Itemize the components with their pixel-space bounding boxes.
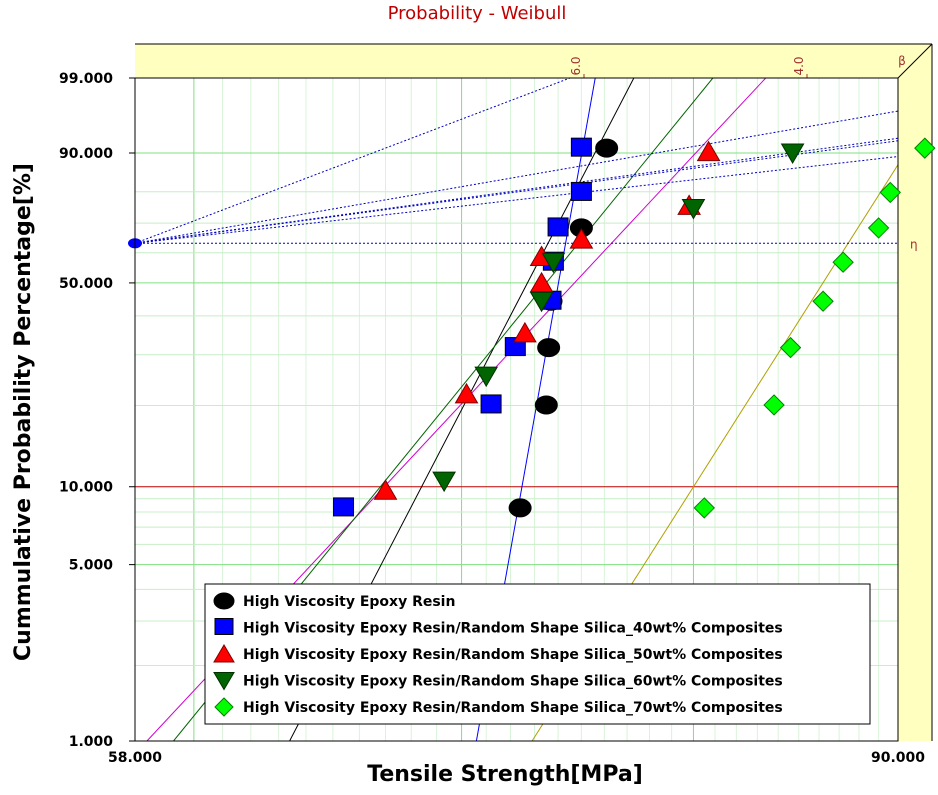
legend-label: High Viscosity Epoxy Resin/Random Shape … — [243, 674, 783, 690]
data-point — [214, 618, 234, 635]
y-tick-label: 90.000 — [59, 146, 113, 162]
data-point — [213, 592, 235, 610]
data-point — [547, 217, 569, 237]
y-tick-label: 5.000 — [69, 558, 114, 574]
data-point — [832, 251, 854, 273]
data-point — [914, 137, 936, 159]
data-point — [513, 321, 537, 343]
data-point — [812, 290, 834, 312]
y-tick-label: 50.000 — [59, 276, 113, 292]
margin-corner — [897, 43, 933, 79]
y-tick-label: 10.000 — [59, 480, 113, 496]
data-point — [213, 644, 235, 663]
data-point — [474, 366, 499, 388]
data-point — [780, 143, 805, 164]
legend-label: High Viscosity Epoxy Resin/Random Shape … — [243, 647, 783, 663]
y-tick-label: 1.000 — [69, 734, 114, 750]
data-point — [541, 252, 566, 274]
data-point — [537, 338, 561, 358]
plot-border — [134, 77, 899, 742]
data-point — [867, 217, 890, 239]
data-point — [213, 672, 235, 691]
data-points — [333, 137, 936, 519]
data-point — [214, 697, 234, 717]
data-point — [534, 395, 558, 415]
beta-label: 4.0 — [792, 56, 806, 75]
beta-ray — [134, 140, 899, 244]
chart-title: Probability - Weibull — [388, 3, 567, 24]
data-point — [529, 291, 554, 313]
data-point — [432, 471, 456, 493]
legend-label: High Viscosity Epoxy Resin — [243, 594, 455, 610]
data-point — [480, 394, 502, 414]
legend-box — [204, 583, 871, 725]
legend-label: High Viscosity Epoxy Resin/Random Shape … — [243, 621, 783, 637]
data-point — [570, 181, 592, 201]
x-tick-label: 90.000 — [871, 750, 925, 766]
data-point — [595, 138, 619, 158]
data-point — [681, 199, 706, 220]
data-point — [779, 336, 802, 359]
legend-label: High Viscosity Epoxy Resin/Random Shape … — [243, 700, 783, 716]
data-point — [508, 498, 532, 518]
x-axis-label: Tensile Strength[MPa] — [367, 762, 643, 787]
x-tick-label: 58.000 — [108, 750, 162, 766]
beta-ray — [134, 77, 571, 244]
data-point — [569, 228, 594, 249]
data-point — [570, 137, 592, 157]
beta-ray — [134, 110, 899, 244]
data-point — [454, 382, 479, 404]
y-tick-label: 99.000 — [59, 71, 113, 87]
data-point — [693, 497, 715, 519]
eta-label: η — [910, 237, 918, 251]
y-axis-label: Cummulative Probability Percentage[%] — [11, 163, 36, 661]
data-point — [763, 394, 785, 416]
data-point — [879, 181, 901, 204]
data-point — [696, 140, 721, 162]
beta-symbol: β — [898, 54, 906, 68]
data-point — [333, 497, 355, 517]
beta-label: 6.0 — [569, 56, 583, 75]
data-point — [373, 479, 398, 500]
legend: High Viscosity Epoxy Resin High Viscosity… — [204, 583, 871, 725]
